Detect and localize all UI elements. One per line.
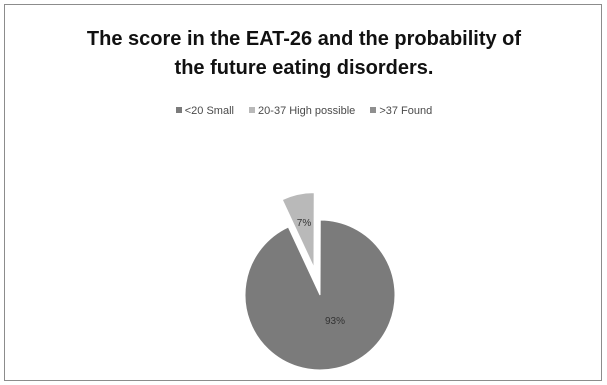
legend-swatch-high-possible <box>249 107 256 113</box>
legend-swatch-small <box>175 107 182 113</box>
pie-slice-small <box>244 219 396 371</box>
legend-item-high-possible: 20-37 High possible <box>249 105 355 117</box>
data-label-small: 93% <box>325 316 345 327</box>
legend-item-found: >37 Found <box>370 105 432 117</box>
chart-title-line-1: The score in the EAT-26 and the probabil… <box>86 28 522 50</box>
chart-title-line-2: the future eating disorders. <box>174 57 434 79</box>
pie-chart: 93% 7% <box>244 192 396 371</box>
chart-title: The score in the EAT-26 and the probabil… <box>5 25 603 83</box>
data-label-high-possible: 7% <box>297 218 312 229</box>
chart-legend: <20 Small 20-37 High possible >37 Found <box>5 105 603 117</box>
pie-slice-high-possible <box>281 192 315 268</box>
legend-label-small: <20 Small <box>184 105 234 117</box>
legend-label-found: >37 Found <box>379 105 433 117</box>
legend-item-small: <20 Small <box>175 105 234 117</box>
legend-label-high-possible: 20-37 High possible <box>258 105 356 117</box>
chart-frame: The score in the EAT-26 and the probabil… <box>4 4 602 381</box>
legend-swatch-found <box>370 107 377 113</box>
